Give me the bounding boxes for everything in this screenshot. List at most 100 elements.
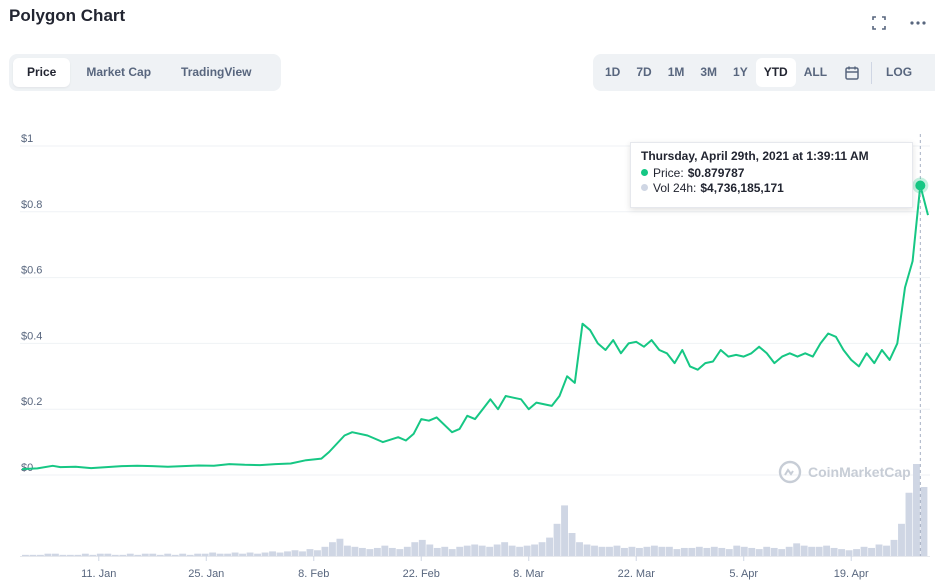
volume-bar bbox=[591, 545, 598, 556]
tooltip-price-row: Price: $0.879787 bbox=[641, 165, 902, 180]
volume-bar bbox=[800, 545, 808, 556]
volume-bar bbox=[81, 553, 89, 556]
volume-bar bbox=[336, 538, 344, 556]
volume-bar bbox=[883, 545, 890, 556]
volume-bar bbox=[785, 546, 793, 556]
volume-bar bbox=[808, 546, 816, 556]
volume-bar bbox=[650, 545, 658, 556]
volume-bar bbox=[321, 546, 329, 556]
volume-bar bbox=[688, 547, 696, 556]
tab-tradingview[interactable]: TradingView bbox=[181, 65, 252, 79]
volume-bar bbox=[703, 547, 711, 556]
volume-bar bbox=[471, 544, 479, 556]
volume-bar bbox=[119, 554, 127, 556]
volume-bar bbox=[553, 523, 561, 556]
expand-icon[interactable] bbox=[868, 12, 890, 34]
volume-bar bbox=[823, 545, 831, 556]
range-1d[interactable]: 1D bbox=[605, 65, 621, 79]
volume-bar bbox=[463, 545, 471, 556]
volume-bar bbox=[845, 550, 853, 556]
volume-bar bbox=[171, 554, 179, 556]
volume-bar bbox=[830, 547, 838, 556]
volume-bar bbox=[314, 550, 321, 556]
tab-market-cap[interactable]: Market Cap bbox=[86, 65, 152, 79]
range-7d[interactable]: 7D bbox=[636, 65, 652, 79]
volume-bar bbox=[613, 545, 621, 556]
tooltip-price-value: $0.879787 bbox=[687, 165, 745, 180]
chart-type-tabs: Price Market Cap TradingView bbox=[9, 54, 281, 91]
volume-bar bbox=[299, 551, 306, 556]
log-scale-toggle[interactable]: LOG bbox=[886, 65, 913, 79]
volume-bar bbox=[561, 505, 568, 556]
x-tick-label: 5. Apr bbox=[729, 568, 758, 580]
more-icon[interactable] bbox=[907, 12, 929, 34]
volume-bar bbox=[538, 542, 546, 556]
volume-bar bbox=[224, 553, 232, 556]
volume-bar bbox=[328, 542, 336, 556]
chart-tooltip: Thursday, April 29th, 2021 at 1:39:11 AM… bbox=[630, 142, 913, 208]
volume-bar bbox=[276, 552, 284, 556]
volume-bar bbox=[815, 546, 823, 556]
tooltip-volume-row: Vol 24h: $4,736,185,171 bbox=[641, 180, 902, 195]
volume-bar bbox=[725, 549, 733, 556]
volume-bar bbox=[920, 487, 928, 556]
volume-bar bbox=[770, 547, 778, 556]
y-tick-label: $0.4 bbox=[21, 330, 42, 342]
range-3m[interactable]: 3M bbox=[700, 65, 718, 79]
range-divider bbox=[871, 61, 873, 84]
volume-bar bbox=[598, 546, 606, 556]
range-1y[interactable]: 1Y bbox=[733, 65, 748, 79]
volume-bar bbox=[59, 554, 67, 556]
volume-bar bbox=[44, 553, 52, 556]
x-tick-label: 19. Apr bbox=[834, 568, 869, 580]
volume-bar bbox=[606, 546, 613, 556]
volume-bar bbox=[875, 544, 883, 556]
volume-bar bbox=[868, 547, 875, 556]
range-1m[interactable]: 1M bbox=[667, 65, 685, 79]
volume-bar bbox=[710, 546, 718, 556]
volume-bar bbox=[658, 546, 666, 556]
y-tick-label: $0.8 bbox=[21, 199, 42, 211]
volume-bar bbox=[531, 544, 539, 556]
volume-bar bbox=[576, 542, 583, 556]
volume-bar bbox=[755, 549, 763, 556]
volume-bar bbox=[853, 549, 861, 556]
volume-bar bbox=[216, 553, 224, 556]
volume-bar bbox=[793, 543, 801, 556]
x-tick-label: 8. Feb bbox=[298, 568, 329, 580]
volume-bar bbox=[134, 554, 142, 556]
volume-bar bbox=[366, 549, 374, 556]
volume-bar bbox=[568, 533, 576, 556]
volume-bar bbox=[22, 554, 29, 556]
volume-bar bbox=[351, 546, 359, 556]
volume-bar bbox=[29, 554, 37, 556]
volume-bar bbox=[913, 464, 920, 556]
tab-price[interactable]: Price bbox=[13, 58, 71, 87]
volume-bar bbox=[261, 552, 269, 556]
calendar-icon[interactable] bbox=[839, 58, 865, 87]
range-selector: 1D 7D 1M 3M 1Y YTD ALL LOG bbox=[593, 54, 935, 91]
volume-bar bbox=[246, 552, 254, 556]
volume-bar bbox=[269, 551, 276, 556]
volume-bar bbox=[516, 546, 524, 556]
y-tick-label: $1 bbox=[21, 133, 33, 145]
x-tick-label: 22. Mar bbox=[618, 568, 656, 580]
volume-bar bbox=[665, 546, 673, 556]
x-tick-label: 22. Feb bbox=[403, 568, 440, 580]
volume-bar bbox=[149, 553, 157, 556]
range-all[interactable]: ALL bbox=[803, 65, 828, 79]
volume-bar bbox=[284, 551, 291, 556]
volume-bar bbox=[254, 553, 262, 556]
volume-bar bbox=[426, 544, 434, 556]
volume-bar bbox=[643, 546, 651, 556]
range-ytd[interactable]: YTD bbox=[755, 58, 796, 87]
x-tick-label: 8. Mar bbox=[513, 568, 545, 580]
volume-bar bbox=[523, 545, 531, 556]
volume-bar bbox=[898, 523, 905, 556]
volume-bar bbox=[74, 554, 82, 556]
volume-bar bbox=[680, 547, 688, 556]
tooltip-volume-value: $4,736,185,171 bbox=[700, 180, 784, 195]
volume-bar bbox=[231, 552, 239, 556]
coinmarketcap-logo-icon bbox=[778, 460, 802, 484]
